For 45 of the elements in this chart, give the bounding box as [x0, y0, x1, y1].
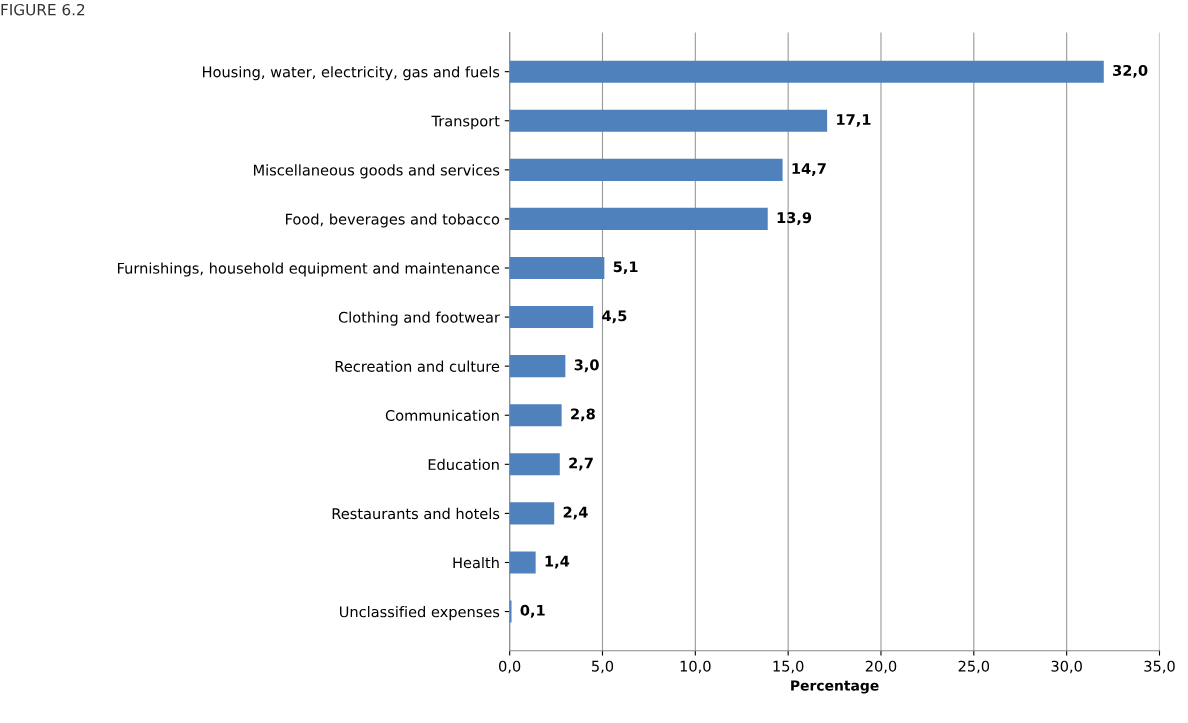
bar: [509, 404, 562, 427]
y-tick-label: Recreation and culture: [335, 360, 500, 372]
x-tick-label: 30,0: [1051, 660, 1082, 674]
y-tick-label: Education: [428, 458, 499, 471]
y-tick-label: Restaurants and hotels: [332, 507, 500, 520]
data-label: 13,9: [777, 212, 812, 226]
y-tick-label: Transport: [431, 115, 500, 130]
y-tick-label: Unclassified expenses: [339, 606, 500, 621]
x-tick-label: 20,0: [865, 660, 897, 674]
bar: [509, 502, 555, 525]
y-tick-label: Furnishings, household equipment and maintenance: [117, 262, 500, 277]
data-label: 3,0: [574, 359, 599, 373]
x-tick-label: 25,0: [958, 660, 990, 674]
data-label: 2,7: [569, 457, 593, 471]
bar: [509, 207, 768, 230]
bar: [509, 453, 560, 476]
x-tick-label: 10,0: [680, 660, 711, 674]
bar: [509, 60, 1104, 83]
data-label: 1,4: [545, 555, 570, 569]
bar: [509, 355, 566, 378]
y-tick-label: Housing, water, electricity, gas and fuels: [203, 66, 500, 81]
x-tick-label: 15,0: [773, 660, 804, 674]
bar: [509, 109, 828, 132]
text: FIGURE 6.2: [1, 3, 85, 16]
y-tick-label: Health: [453, 556, 499, 569]
x-tick-label: 0,0: [499, 660, 521, 674]
bar: [509, 306, 594, 329]
data-label: 32,0: [1113, 64, 1148, 78]
x-axis-title: Percentage: [791, 680, 879, 694]
data-label: 5,1: [613, 261, 638, 275]
data-label: 0,1: [520, 604, 545, 618]
data-label: 4,5: [602, 310, 627, 324]
bar: [509, 551, 536, 574]
data-label: 14,7: [792, 163, 826, 176]
x-tick-label: 35,0: [1144, 660, 1175, 674]
bar: [509, 158, 783, 181]
data-label: 2,8: [571, 408, 595, 422]
y-tick-label: Clothing and footwear: [338, 311, 500, 326]
data-label: 2,4: [563, 506, 588, 520]
y-tick-label: Miscellaneous goods and services: [253, 164, 500, 179]
x-tick-label: 5,0: [592, 660, 614, 674]
data-label: 17,1: [837, 114, 871, 127]
bar: [509, 256, 605, 280]
y-tick-label: Communication: [385, 409, 499, 421]
y-tick-label: Food, beverages and tobacco: [286, 213, 500, 228]
